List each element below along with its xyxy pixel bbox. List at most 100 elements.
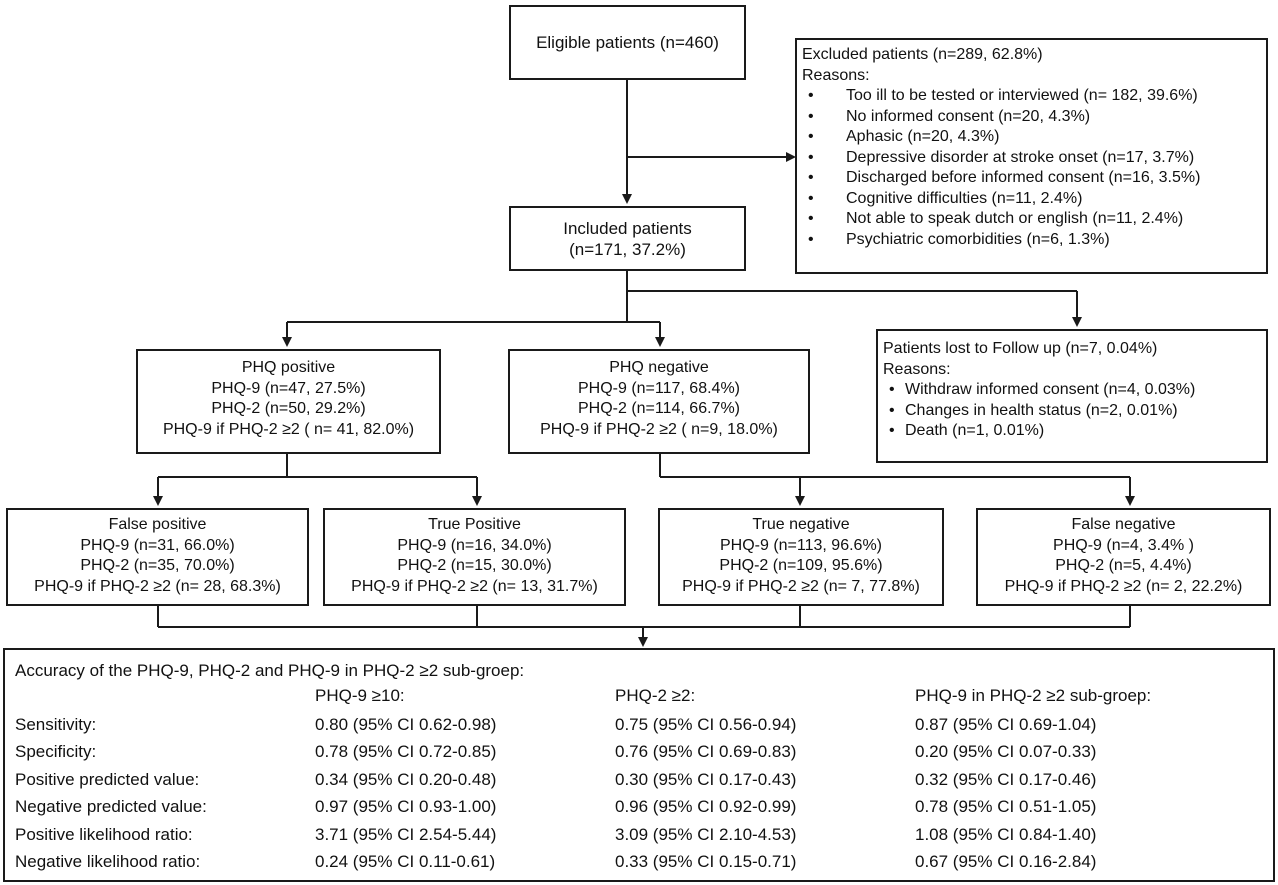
list-item: • Psychiatric comorbidities (n=6, 1.3%) <box>802 230 1266 251</box>
table-cell: 0.24 (95% CI 0.11-0.61) <box>315 852 496 871</box>
table-cell: 0.76 (95% CI 0.69-0.83) <box>615 742 797 761</box>
phq-positive-phq2: PHQ-2 (n=50, 29.2%) <box>211 400 366 417</box>
lost-reasons-label: Reasons: <box>883 360 951 378</box>
table-cell: 0.32 (95% CI 0.17-0.46) <box>915 770 1097 789</box>
included-count: (n=171, 37.2%) <box>569 240 686 259</box>
table-cell: 0.87 (95% CI 0.69-1.04) <box>915 715 1097 734</box>
lost-title: Patients lost to Follow up (n=7, 0.04%) <box>883 340 1158 357</box>
list-item: • Too ill to be tested or interviewed (n=… <box>802 86 1266 107</box>
true-negative-phq2: PHQ-2 (n=109, 95.6%) <box>719 557 883 574</box>
true-positive-sub: PHQ-9 if PHQ-2 ≥2 (n= 13, 31.7%) <box>351 577 598 595</box>
false-negative-sub: PHQ-9 if PHQ-2 ≥2 (n= 2, 22.2%) <box>1004 577 1243 595</box>
table-row: Negative likelihood ratio: 0.24 (95% CI … <box>15 849 1265 875</box>
table-header-row: PHQ-9 ≥10: PHQ-2 ≥2: PHQ-9 in PHQ-2 ≥2 s… <box>15 683 1265 709</box>
table-row: Positive likelihood ratio: 3.71 (95% CI … <box>15 822 1265 848</box>
row-label: Negative likelihood ratio: <box>15 852 201 871</box>
table-cell: 0.80 (95% CI 0.62-0.98) <box>315 715 497 734</box>
list-item: • Depressive disorder at stroke onset (n=… <box>802 148 1266 169</box>
bullet-icon: • <box>889 401 895 419</box>
bullet-icon: • <box>808 148 814 166</box>
bullet-icon: • <box>808 210 814 227</box>
false-negative-title: False negative <box>1071 516 1176 533</box>
table-row: Specificity: 0.78 (95% CI 0.72-0.85) 0.7… <box>15 739 1265 765</box>
false-positive-title: False positive <box>108 516 207 533</box>
list-item: • Changes in health status (n=2, 0.01%) <box>883 401 1266 422</box>
phq-positive-title: PHQ positive <box>241 359 336 376</box>
table-cell: 0.75 (95% CI 0.56-0.94) <box>615 715 797 734</box>
list-item: • Aphasic (n=20, 4.3%) <box>802 127 1266 148</box>
list-item: • Death (n=1, 0.01%) <box>883 421 1266 442</box>
false-positive-box: False positive PHQ-9 (n=31, 66.0%) PHQ-2… <box>6 508 309 606</box>
bullet-icon: • <box>808 128 814 145</box>
true-negative-box: True negative PHQ-9 (n=113, 96.6%) PHQ-2… <box>658 508 944 606</box>
table-row: Sensitivity: 0.80 (95% CI 0.62-0.98) 0.7… <box>15 712 1265 738</box>
false-positive-phq2: PHQ-2 (n=35, 70.0%) <box>80 557 235 574</box>
phq-negative-sub: PHQ-9 if PHQ-2 ≥2 ( n=9, 18.0%) <box>540 420 778 438</box>
bullet-icon: • <box>889 422 895 439</box>
table-cell: 0.33 (95% CI 0.15-0.71) <box>615 852 797 871</box>
true-negative-sub: PHQ-9 if PHQ-2 ≥2 (n= 7, 77.8%) <box>682 577 920 595</box>
true-positive-box: True Positive PHQ-9 (n=16, 34.0%) PHQ-2 … <box>323 508 626 606</box>
included-patients-box: Included patients (n=171, 37.2%) <box>509 206 746 271</box>
list-item: • Discharged before informed consent (n=1… <box>802 168 1266 189</box>
bullet-icon: • <box>808 107 814 125</box>
table-cell: 3.09 (95% CI 2.10-4.53) <box>615 825 797 844</box>
bullet-icon: • <box>889 381 895 398</box>
list-item: • Withdraw informed consent (n=4, 0.03%) <box>883 380 1266 401</box>
eligible-patients-box: Eligible patients (n=460) <box>509 5 746 80</box>
false-negative-box: False negative PHQ-9 (n=4, 3.4% ) PHQ-2 … <box>976 508 1271 606</box>
table-cell: 0.78 (95% CI 0.51-1.05) <box>915 797 1097 816</box>
false-negative-phq9: PHQ-9 (n=4, 3.4% ) <box>1053 536 1194 554</box>
phq-negative-phq2: PHQ-2 (n=114, 66.7%) <box>577 400 740 417</box>
accuracy-title-row: Accuracy of the PHQ-9, PHQ-2 and PHQ-9 i… <box>15 658 1265 684</box>
false-positive-phq9: PHQ-9 (n=31, 66.0%) <box>80 536 235 554</box>
table-cell: 3.71 (95% CI 2.54-5.44) <box>315 825 497 844</box>
true-positive-phq9: PHQ-9 (n=16, 34.0%) <box>397 536 552 554</box>
header-cell: PHQ-2 ≥2: <box>615 686 696 705</box>
header-cell: PHQ-9 ≥10: <box>315 686 405 705</box>
excluded-reasons-label: Reasons: <box>802 66 870 84</box>
table-cell: 0.34 (95% CI 0.20-0.48) <box>315 770 497 789</box>
list-item: • No informed consent (n=20, 4.3%) <box>802 107 1266 128</box>
table-cell: 0.97 (95% CI 0.93-1.00) <box>315 797 497 816</box>
included-title: Included patients <box>563 219 692 238</box>
accuracy-title: Accuracy of the PHQ-9, PHQ-2 and PHQ-9 i… <box>15 661 525 680</box>
lost-to-follow-up-box: Patients lost to Follow up (n=7, 0.04%) … <box>876 329 1268 463</box>
excluded-patients-box: Excluded patients (n=289, 62.8%) Reasons… <box>795 38 1268 274</box>
false-negative-phq2: PHQ-2 (n=5, 4.4%) <box>1055 557 1192 574</box>
row-label: Negative predicted value: <box>15 797 207 816</box>
row-label: Positive predicted value: <box>15 770 200 789</box>
bullet-icon: • <box>808 169 814 186</box>
eligible-patients-label: Eligible patients (n=460) <box>536 33 719 52</box>
phq-positive-phq9: PHQ-9 (n=47, 27.5%) <box>211 379 366 397</box>
excluded-reasons-list: • Too ill to be tested or interviewed (n=… <box>802 86 1266 250</box>
table-cell: 0.30 (95% CI 0.17-0.43) <box>615 770 797 789</box>
table-row: Positive predicted value: 0.34 (95% CI 0… <box>15 767 1265 793</box>
phq-negative-phq9: PHQ-9 (n=117, 68.4%) <box>577 379 740 397</box>
table-cell: 0.67 (95% CI 0.16-2.84) <box>915 852 1097 871</box>
true-negative-phq9: PHQ-9 (n=113, 96.6%) <box>719 536 882 554</box>
table-cell: 0.20 (95% CI 0.07-0.33) <box>915 742 1097 761</box>
table-cell: 0.96 (95% CI 0.92-0.99) <box>615 797 797 816</box>
row-label: Positive likelihood ratio: <box>15 825 193 844</box>
header-cell: PHQ-9 in PHQ-2 ≥2 sub-groep: <box>915 686 1152 705</box>
row-label: Specificity: <box>15 742 97 761</box>
table-row: Negative predicted value: 0.97 (95% CI 0… <box>15 794 1265 820</box>
bullet-icon: • <box>808 87 814 104</box>
true-negative-title: True negative <box>752 516 850 533</box>
true-positive-phq2: PHQ-2 (n=15, 30.0%) <box>397 557 552 574</box>
table-cell: 1.08 (95% CI 0.84-1.40) <box>915 825 1097 844</box>
bullet-icon: • <box>808 230 814 248</box>
list-item: • Not able to speak dutch or english (n=1… <box>802 209 1266 230</box>
excluded-title: Excluded patients (n=289, 62.8%) <box>802 46 1043 63</box>
row-label: Sensitivity: <box>15 715 97 734</box>
accuracy-table-box: Accuracy of the PHQ-9, PHQ-2 and PHQ-9 i… <box>3 648 1275 882</box>
table-cell: 0.78 (95% CI 0.72-0.85) <box>315 742 497 761</box>
lost-reasons-list: • Withdraw informed consent (n=4, 0.03%) … <box>883 380 1266 442</box>
phq-negative-title: PHQ negative <box>609 359 709 376</box>
true-positive-title: True Positive <box>428 516 521 533</box>
phq-negative-box: PHQ negative PHQ-9 (n=117, 68.4%) PHQ-2 … <box>508 349 810 454</box>
phq-positive-sub: PHQ-9 if PHQ-2 ≥2 ( n= 41, 82.0%) <box>162 420 415 438</box>
false-positive-sub: PHQ-9 if PHQ-2 ≥2 (n= 28, 68.3%) <box>34 577 281 595</box>
